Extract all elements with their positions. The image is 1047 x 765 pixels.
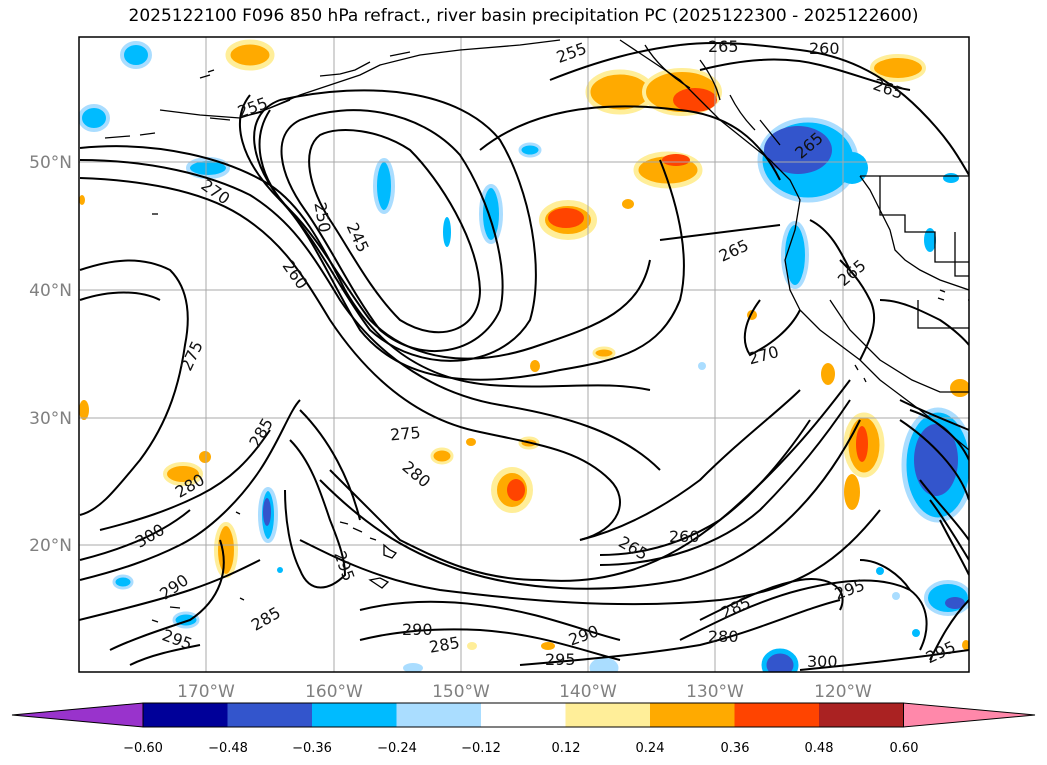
anomaly-patch — [403, 663, 423, 672]
anomaly-patch — [912, 629, 920, 637]
anomaly-patch — [622, 199, 634, 209]
map-plot-area: 255 255 265 260 265 265 270 250 245 260 … — [79, 37, 969, 672]
colorbar-segment — [565, 703, 650, 727]
anomaly-patch — [589, 657, 619, 672]
colorbar-segment — [312, 703, 397, 727]
colorbar-tick-label: −0.36 — [292, 741, 332, 756]
lat-label-20n: 20°N — [29, 536, 72, 556]
lon-label-130w: 130°W — [686, 682, 744, 702]
contour-label: 300 — [807, 652, 838, 671]
colorbar-tick-label: −0.12 — [461, 741, 501, 756]
lon-label-170w: 170°W — [177, 682, 235, 702]
colorbar-ticks: −0.60 −0.48 −0.36 −0.24 −0.12 0.12 0.24 … — [123, 741, 918, 756]
refractivity-contours — [79, 41, 969, 671]
anomaly-patch — [962, 640, 969, 650]
longitude-labels: 170°W 160°W 150°W 140°W 130°W 120°W — [177, 682, 872, 702]
contour-label: 290 — [402, 620, 433, 639]
anomaly-patch — [945, 597, 965, 609]
lon-label-120w: 120°W — [814, 682, 872, 702]
anomaly-patch — [662, 154, 690, 166]
map-title: 2025122100 F096 850 hPa refract., river … — [128, 6, 919, 26]
contour-label: 265 — [708, 37, 739, 56]
anomaly-patch — [373, 158, 395, 214]
anomaly-patch — [467, 642, 477, 650]
colorbar-tick-label: 0.60 — [890, 741, 919, 756]
lat-label-30n: 30°N — [29, 409, 72, 429]
anomaly-patch — [950, 379, 969, 397]
colorbar-tick-label: 0.36 — [721, 741, 750, 756]
anomaly-patch — [530, 360, 540, 372]
anomaly-patch — [225, 39, 275, 71]
contour-label: 280 — [708, 627, 739, 646]
contour-label: 260 — [809, 39, 840, 58]
colorbar-extend-high — [903, 702, 1036, 728]
anomaly-patch — [856, 426, 868, 462]
anomaly-patch — [924, 228, 936, 252]
anomaly-patch — [870, 54, 926, 82]
anomaly-patch — [592, 346, 616, 360]
anomaly-patch — [277, 567, 283, 573]
anomaly-patch — [163, 462, 203, 486]
colorbar-segment — [143, 703, 228, 727]
anomaly-patch — [698, 362, 706, 370]
anomaly-patch — [479, 184, 503, 244]
anomaly-patch — [836, 152, 868, 184]
anomaly-patch — [541, 642, 555, 650]
anomaly-patch — [821, 363, 835, 385]
colorbar-segment — [396, 703, 481, 727]
anomaly-patch — [914, 424, 958, 496]
anomaly-patch — [443, 217, 451, 247]
anomaly-patch — [761, 648, 799, 672]
colorbar-segment — [650, 703, 735, 727]
contour-label: 295 — [545, 650, 576, 669]
colorbar-segment — [819, 703, 904, 727]
colorbar-tick-label: −0.48 — [208, 741, 248, 756]
lon-label-160w: 160°W — [305, 682, 363, 702]
colorbar-segment — [227, 703, 312, 727]
colorbar-tick-label: −0.24 — [377, 741, 417, 756]
anomaly-patch — [466, 438, 476, 446]
colorbar-extend-low — [11, 702, 144, 728]
anomaly-patch — [507, 479, 525, 501]
lat-label-50n: 50°N — [29, 153, 72, 173]
lon-label-140w: 140°W — [559, 682, 617, 702]
anomaly-patch — [430, 447, 454, 465]
colorbar-tick-label: 0.24 — [636, 741, 665, 756]
contour-label: 260 — [669, 527, 700, 546]
anomaly-patch — [781, 221, 809, 289]
anomaly-patch — [199, 451, 211, 463]
anomaly-patch — [673, 88, 717, 112]
colorbar-frame — [142, 702, 904, 728]
anomaly-patch — [263, 498, 271, 526]
latitude-labels: 50°N 40°N 30°N 20°N — [29, 153, 72, 556]
anomaly-patch — [79, 400, 89, 420]
anomaly-patch — [518, 142, 542, 158]
colorbar-tick-label: 0.12 — [552, 741, 581, 756]
map-frame — [78, 36, 970, 673]
anomaly-patch — [79, 104, 110, 132]
anomaly-patch — [943, 173, 959, 183]
anomaly-patch — [876, 567, 884, 575]
colorbar-tick-label: −0.60 — [123, 741, 163, 756]
anomaly-patch — [924, 580, 969, 616]
colorbar — [11, 702, 1036, 728]
colorbar-segment — [481, 703, 566, 727]
colorbar-segment — [734, 703, 819, 727]
anomaly-patch — [214, 522, 238, 578]
anomaly-patch — [548, 208, 584, 228]
lon-label-150w: 150°W — [432, 682, 490, 702]
anomaly-patch — [120, 41, 152, 69]
lat-label-40n: 40°N — [29, 281, 72, 301]
contour-label: 275 — [389, 423, 421, 445]
anomaly-patch — [844, 474, 860, 510]
anomaly-patch — [112, 574, 134, 590]
colorbar-tick-label: 0.48 — [805, 741, 834, 756]
anomaly-patch — [892, 592, 900, 600]
anomaly-patch — [79, 195, 85, 205]
